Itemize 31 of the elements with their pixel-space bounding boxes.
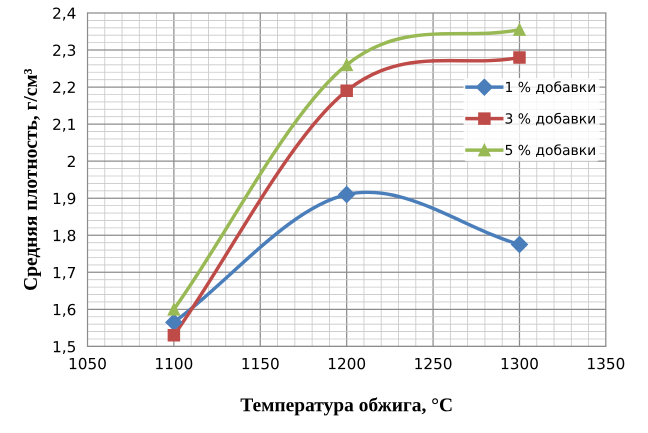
legend-label: 3 % добавки (506, 112, 595, 126)
point (165, 314, 182, 331)
legend-label: 5 % добавки (506, 144, 595, 157)
x-tick-label: 1050 (70, 358, 106, 370)
y-tick-label: 2,3 (53, 44, 76, 58)
y-tick-label: 1,7 (54, 266, 76, 280)
y-axis-title: Средняя плотность, г/см³ (24, 68, 41, 290)
point (513, 23, 526, 36)
x-tick-label: 1350 (588, 358, 624, 370)
y-tick-label: 1,6 (54, 304, 76, 317)
legend-label: 1 % добавки (506, 81, 595, 94)
y-tick-label: 1,8 (54, 230, 76, 243)
point (340, 58, 353, 72)
x-tick-label: 1300 (502, 358, 538, 370)
point (340, 84, 353, 98)
y-tick-label: 2,2 (53, 82, 75, 95)
point (338, 186, 356, 204)
x-axis-title: Температура обжига, °C (240, 397, 452, 416)
y-tick-label: 2 (68, 156, 75, 167)
point (510, 236, 528, 254)
y-tick-label: 1,9 (54, 192, 76, 206)
x-tick-label: 1200 (328, 358, 366, 370)
point (168, 329, 180, 342)
y-tick-label: 1,5 (54, 341, 76, 354)
y-tick-label: 2,1 (53, 118, 75, 132)
point (168, 303, 180, 316)
x-tick-label: 1100 (156, 358, 192, 370)
x-tick-label: 1250 (415, 358, 452, 370)
point (513, 51, 526, 64)
x-tick-label: 1150 (242, 358, 279, 370)
y-tick-label: 2,4 (53, 7, 76, 21)
